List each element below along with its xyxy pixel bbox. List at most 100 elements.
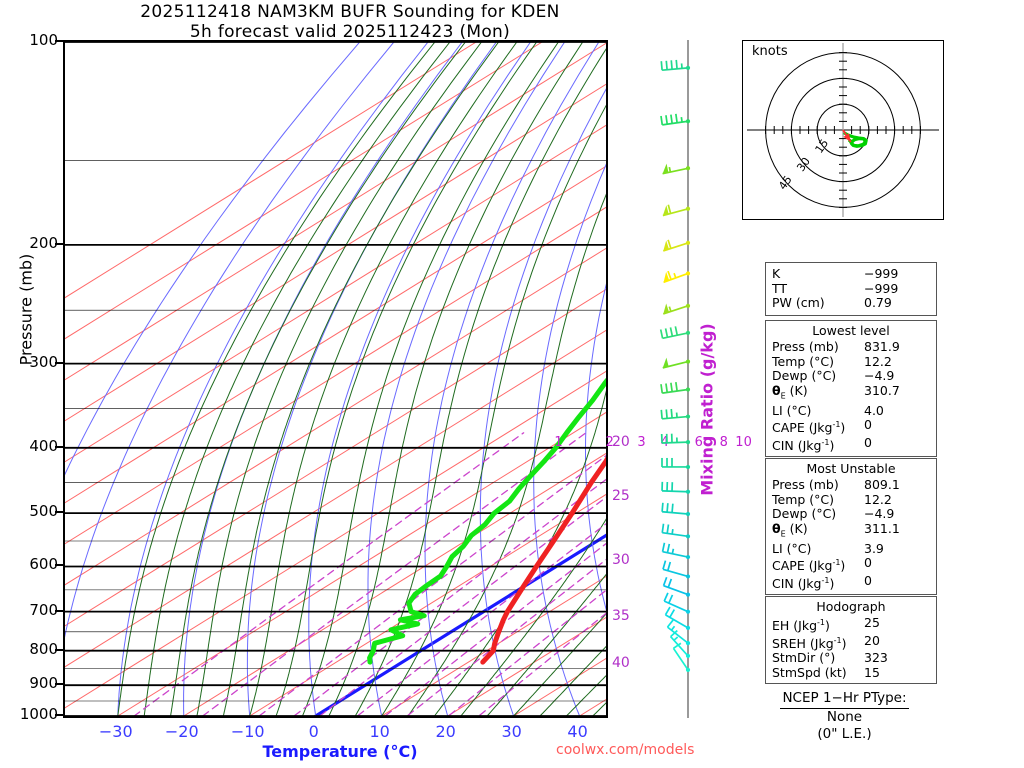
- stat-row: LI (°C) 4.0: [766, 402, 936, 419]
- stat-label: CIN (Jkg-1): [772, 575, 835, 591]
- pressure-tick-900: 900: [29, 674, 58, 693]
- stat-value: 310.7: [864, 382, 900, 398]
- stat-row: LI (°C) 3.9: [766, 540, 936, 557]
- temperature-tick--30: −30: [98, 722, 133, 741]
- mixing-ratio-label-6: 6: [694, 435, 703, 451]
- svg-text:30: 30: [794, 155, 813, 174]
- pressure-tick-mark: [55, 683, 65, 686]
- pressure-tick-mark: [55, 648, 65, 651]
- stat-label: Press (mb): [772, 339, 839, 354]
- temperature-tick--20: −20: [164, 722, 199, 741]
- stat-row: CIN (Jkg-1) 0: [766, 572, 936, 592]
- temperature-axis-label: Temperature (°C): [262, 742, 418, 761]
- stat-value: 20: [864, 632, 880, 648]
- pressure-tick-1000: 1000: [19, 705, 58, 723]
- stat-value: 0: [864, 555, 872, 570]
- stat-row: θE (K) 311.1: [766, 520, 936, 542]
- stat-value: 3.9: [864, 540, 884, 556]
- mixing-ratio-label-2: 2: [605, 435, 614, 451]
- stat-row: StmSpd (kt) 15: [766, 664, 936, 681]
- stat-label: θE (K): [772, 520, 808, 538]
- stat-label: EH (Jkg-1): [772, 618, 830, 634]
- stat-row: Press (mb) 809.1: [766, 477, 936, 493]
- stat-value: 12.2: [864, 353, 892, 369]
- pressure-tick-mark: [55, 242, 65, 245]
- temperature-tick-40: 40: [567, 722, 588, 741]
- stat-label: Temp (°C): [772, 353, 835, 369]
- title-line-2: 5h forecast valid 2025112423 (Mon): [189, 22, 511, 42]
- stability-indices-box: K −999 TT −999 PW (cm) 0.79: [765, 262, 937, 316]
- section-header: Most Unstable: [806, 461, 896, 476]
- skewt-logp-diagram[interactable]: [63, 40, 608, 718]
- temperature-tick--10: −10: [230, 722, 265, 741]
- pressure-tick-mark: [55, 445, 65, 448]
- stat-row: PW (cm) 0.79: [766, 295, 936, 311]
- pressure-tick-500: 500: [29, 502, 58, 521]
- most-unstable-box: Most Unstable Press (mb) 809.1 Temp (°C) 12.…: [765, 458, 937, 596]
- wind-barb-column: [648, 40, 708, 718]
- stat-value: 0.79: [864, 295, 892, 310]
- stat-value: −4.9: [864, 368, 895, 383]
- stat-value: 0: [864, 572, 872, 588]
- stat-label: Temp (°C): [772, 491, 835, 507]
- pressure-tick-mark: [55, 40, 65, 42]
- hodograph-panel[interactable]: 15 30 45: [742, 40, 944, 220]
- temperature-tick-20: 20: [435, 722, 456, 741]
- pressure-tick-300: 300: [29, 352, 58, 371]
- pressure-tick-200: 200: [29, 233, 58, 252]
- stat-value: 831.9: [864, 339, 900, 354]
- stat-value: 0: [864, 417, 872, 432]
- stat-label: θE (K): [772, 382, 808, 400]
- ptype-value: None: [826, 709, 863, 725]
- stat-row: Temp (°C) 12.2: [766, 353, 936, 370]
- mixing-ratio-label-8: 8: [719, 435, 728, 451]
- stat-label: K: [772, 266, 781, 281]
- lowest-level-box: Lowest level Press (mb) 831.9 Temp (°C) 12.2…: [765, 320, 937, 458]
- stat-label: CAPE (Jkg-1): [772, 558, 846, 574]
- stat-value: −999: [864, 280, 899, 296]
- mixing-ratio-label-1: 1: [554, 435, 563, 451]
- stat-value: −999: [864, 266, 899, 281]
- pressure-tick-mark: [55, 511, 65, 514]
- stat-row: Press (mb) 831.9: [766, 339, 936, 355]
- stat-label: LI (°C): [772, 540, 812, 556]
- pressure-tick-mark: [55, 609, 65, 612]
- stat-label: Dewp (°C): [772, 506, 837, 521]
- stat-value: 4.0: [864, 402, 884, 418]
- stat-row: EH (Jkg-1) 25: [766, 615, 936, 634]
- watermark: coolwx.com/models: [556, 742, 695, 758]
- stat-label: CIN (Jkg-1): [772, 437, 835, 453]
- stat-row: TT −999: [766, 280, 936, 297]
- pressure-tick-800: 800: [29, 639, 58, 658]
- hodograph-units-label: knots: [752, 44, 788, 59]
- stat-label: PW (cm): [772, 295, 825, 310]
- stat-row: Dewp (°C) −4.9: [766, 506, 936, 522]
- stat-row: CIN (Jkg-1) 0: [766, 434, 936, 454]
- temperature-tick-0: 0: [308, 722, 319, 741]
- pressure-tick-mark: [55, 564, 65, 567]
- stat-row: Dewp (°C) −4.9: [766, 368, 936, 384]
- stat-label: Dewp (°C): [772, 368, 837, 383]
- ptype-liquid-equivalent: (0" L.E.): [817, 726, 872, 742]
- stat-value: 0: [864, 434, 872, 450]
- stat-row: CAPE (Jkg-1) 0: [766, 417, 936, 436]
- pressure-tick-mark: [55, 361, 65, 364]
- stat-row: CAPE (Jkg-1) 0: [766, 555, 936, 574]
- section-header: Lowest level: [812, 323, 890, 338]
- stat-value: 15: [864, 664, 880, 680]
- svg-text:15: 15: [813, 137, 832, 156]
- hodograph-stats-box: Hodograph EH (Jkg-1) 25 SREH (Jkg-1) 20 StmDi…: [765, 596, 937, 685]
- skewt-plot-area: [65, 42, 606, 716]
- stat-label: StmSpd (kt): [772, 664, 847, 680]
- stat-row: θE (K) 310.7: [766, 382, 936, 404]
- ptype-panel: NCEP 1−Hr PType: None (0" L.E.): [742, 690, 947, 743]
- stat-label: TT: [772, 280, 788, 296]
- stat-row: K −999: [766, 266, 936, 282]
- page-title: 2025112418 NAM3KM BUFR Sounding for KDEN…: [0, 2, 700, 42]
- temperature-tick-10: 10: [369, 722, 390, 741]
- ptype-header: NCEP 1−Hr PType:: [780, 690, 909, 709]
- stat-value: 323: [864, 650, 888, 666]
- stat-value: −4.9: [864, 506, 895, 521]
- stat-row: Temp (°C) 12.2: [766, 491, 936, 508]
- section-header: Hodograph: [816, 599, 886, 614]
